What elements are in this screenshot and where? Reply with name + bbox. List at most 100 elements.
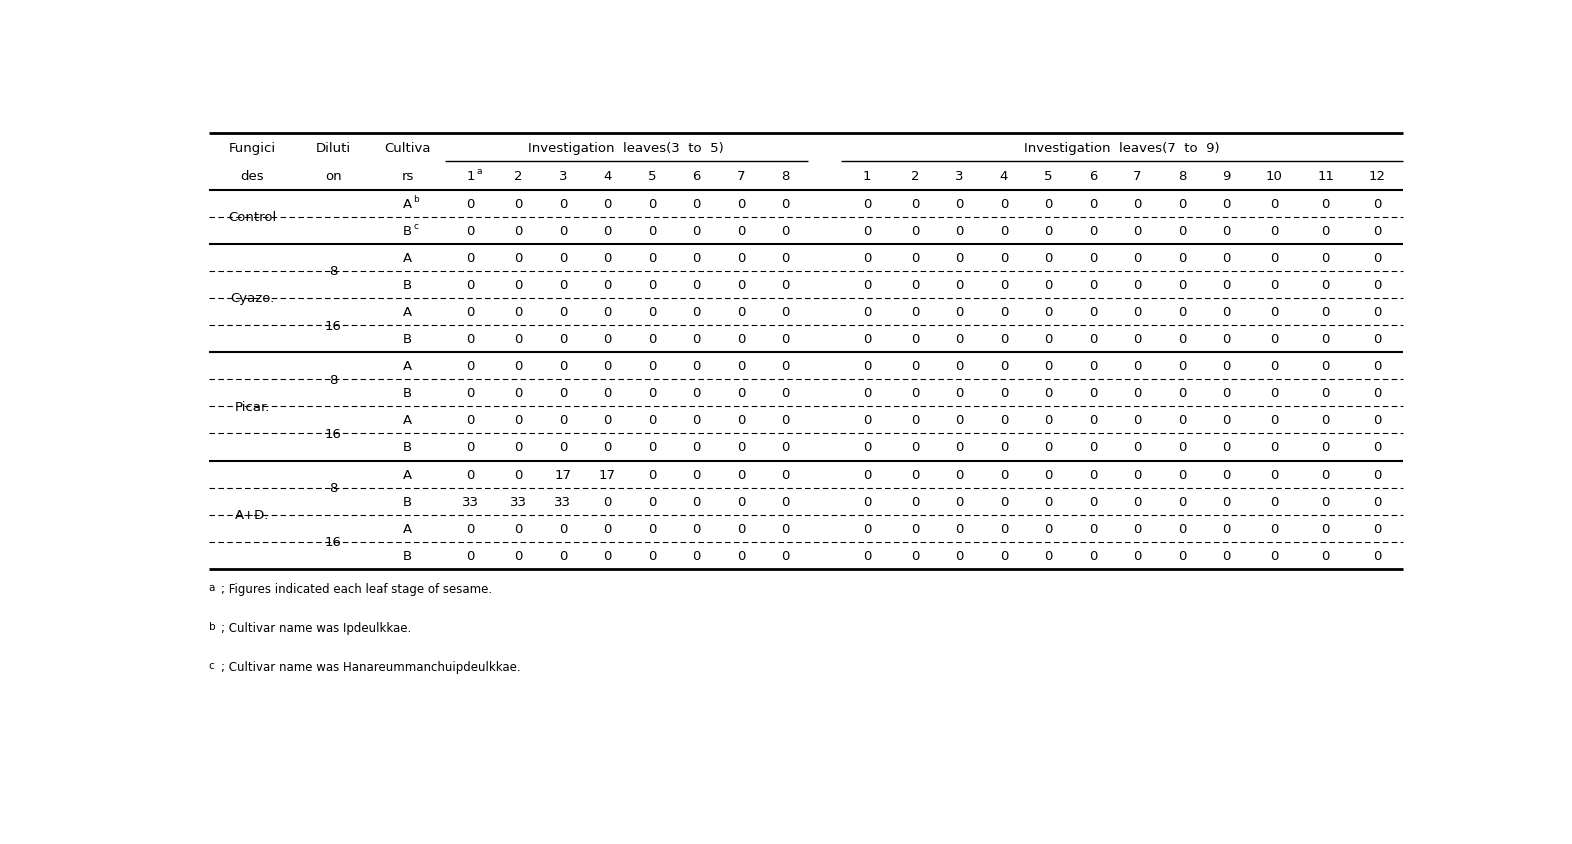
Text: 0: 0 <box>1177 549 1187 562</box>
Text: 8: 8 <box>781 170 789 182</box>
Text: 6: 6 <box>692 170 701 182</box>
Text: 0: 0 <box>737 225 745 237</box>
Text: 3: 3 <box>956 170 964 182</box>
Text: 0: 0 <box>1000 333 1008 346</box>
Text: 0: 0 <box>1270 306 1278 319</box>
Text: 0: 0 <box>956 441 964 454</box>
Text: on: on <box>325 170 341 182</box>
Text: B: B <box>402 441 412 454</box>
Text: 0: 0 <box>781 468 789 481</box>
Text: 0: 0 <box>1223 360 1231 373</box>
Text: 0: 0 <box>1044 360 1053 373</box>
Text: 0: 0 <box>514 252 522 264</box>
Text: 0: 0 <box>910 197 920 210</box>
Text: 1: 1 <box>467 170 475 182</box>
Text: 0: 0 <box>1089 549 1097 562</box>
Text: 0: 0 <box>910 414 920 427</box>
Text: 0: 0 <box>737 549 745 562</box>
Text: 0: 0 <box>1270 549 1278 562</box>
Text: 0: 0 <box>1044 252 1053 264</box>
Text: 0: 0 <box>1089 441 1097 454</box>
Text: 0: 0 <box>863 468 871 481</box>
Text: 0: 0 <box>956 468 964 481</box>
Text: 33: 33 <box>462 495 479 508</box>
Text: ; Cultivar name was Hanareummanchuipdeulkkae.: ; Cultivar name was Hanareummanchuipdeul… <box>220 660 520 674</box>
Text: 0: 0 <box>1089 468 1097 481</box>
Text: 0: 0 <box>1223 468 1231 481</box>
Text: 0: 0 <box>910 495 920 508</box>
Text: 0: 0 <box>514 414 522 427</box>
Text: 0: 0 <box>956 387 964 400</box>
Text: 0: 0 <box>1223 197 1231 210</box>
Text: 0: 0 <box>1000 252 1008 264</box>
Text: 0: 0 <box>1270 522 1278 535</box>
Text: 0: 0 <box>692 197 701 210</box>
Text: 0: 0 <box>604 387 612 400</box>
Text: 0: 0 <box>514 387 522 400</box>
Text: 0: 0 <box>467 279 475 291</box>
Text: 0: 0 <box>1372 495 1382 508</box>
Text: 0: 0 <box>1133 333 1141 346</box>
Text: 0: 0 <box>1223 495 1231 508</box>
Text: Picar.: Picar. <box>234 400 270 414</box>
Text: 16: 16 <box>325 536 343 549</box>
Text: a: a <box>209 582 215 592</box>
Text: 0: 0 <box>956 225 964 237</box>
Text: 12: 12 <box>1369 170 1385 182</box>
Text: B: B <box>402 225 412 237</box>
Text: 0: 0 <box>910 387 920 400</box>
Text: 0: 0 <box>514 360 522 373</box>
Text: 0: 0 <box>558 522 567 535</box>
Text: 0: 0 <box>863 495 871 508</box>
Text: 0: 0 <box>1372 414 1382 427</box>
Text: 0: 0 <box>1044 306 1053 319</box>
Text: A: A <box>402 197 412 210</box>
Text: 0: 0 <box>910 306 920 319</box>
Text: 0: 0 <box>1177 279 1187 291</box>
Text: 0: 0 <box>1270 197 1278 210</box>
Text: 0: 0 <box>648 333 656 346</box>
Text: 0: 0 <box>1177 495 1187 508</box>
Text: 8: 8 <box>329 373 338 387</box>
Text: a: a <box>476 166 481 176</box>
Text: 0: 0 <box>737 495 745 508</box>
Text: A: A <box>402 468 412 481</box>
Text: 0: 0 <box>781 252 789 264</box>
Text: 0: 0 <box>467 225 475 237</box>
Text: 0: 0 <box>648 549 656 562</box>
Text: 0: 0 <box>1322 333 1330 346</box>
Text: 0: 0 <box>467 549 475 562</box>
Text: 16: 16 <box>325 427 343 441</box>
Text: 0: 0 <box>1044 333 1053 346</box>
Text: 0: 0 <box>1133 468 1141 481</box>
Text: 0: 0 <box>648 225 656 237</box>
Text: 3: 3 <box>558 170 567 182</box>
Text: 0: 0 <box>514 549 522 562</box>
Text: 0: 0 <box>1270 468 1278 481</box>
Text: 0: 0 <box>648 522 656 535</box>
Text: 0: 0 <box>604 333 612 346</box>
Text: 5: 5 <box>1044 170 1053 182</box>
Text: 0: 0 <box>910 441 920 454</box>
Text: 0: 0 <box>692 468 701 481</box>
Text: 33: 33 <box>555 495 571 508</box>
Text: 0: 0 <box>558 441 567 454</box>
Text: 0: 0 <box>863 333 871 346</box>
Text: Investigation  leaves(7  to  9): Investigation leaves(7 to 9) <box>1025 142 1220 154</box>
Text: 0: 0 <box>604 360 612 373</box>
Text: 8: 8 <box>329 482 338 495</box>
Text: 0: 0 <box>956 306 964 319</box>
Text: 0: 0 <box>1133 549 1141 562</box>
Text: 0: 0 <box>648 414 656 427</box>
Text: 0: 0 <box>863 225 871 237</box>
Text: 0: 0 <box>604 306 612 319</box>
Text: 0: 0 <box>604 522 612 535</box>
Text: 0: 0 <box>1089 225 1097 237</box>
Text: 0: 0 <box>1133 495 1141 508</box>
Text: 0: 0 <box>514 468 522 481</box>
Text: 10: 10 <box>1265 170 1283 182</box>
Text: 0: 0 <box>1270 495 1278 508</box>
Text: 0: 0 <box>1133 441 1141 454</box>
Text: 0: 0 <box>1000 197 1008 210</box>
Text: 0: 0 <box>1000 306 1008 319</box>
